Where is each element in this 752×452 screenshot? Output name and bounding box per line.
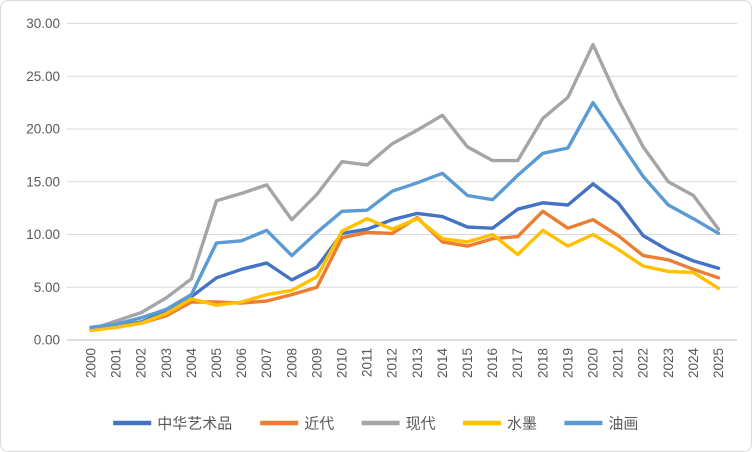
- x-axis-tick-label: 2018: [535, 348, 550, 378]
- y-axis-tick-label: 10.00: [26, 227, 60, 242]
- x-axis-tick-label: 2024: [686, 348, 701, 379]
- x-axis-tick-label: 2015: [460, 348, 475, 378]
- legend-item-jindai: 近代: [260, 416, 334, 433]
- legend-label-youhua: 油画: [608, 416, 638, 433]
- x-axis-tick-label: 2012: [385, 348, 400, 378]
- legend-item-zhonghua-yishupin: 中华艺术品: [113, 416, 232, 433]
- y-axis-tick-label: 5.00: [34, 280, 60, 295]
- y-axis-tick-label: 25.00: [26, 69, 60, 84]
- x-axis-tick-label: 2019: [560, 348, 575, 378]
- x-axis-tick-label: 2016: [485, 348, 500, 378]
- x-axis-tick-label: 2011: [360, 348, 375, 377]
- series-line-jindai: [89, 209, 721, 332]
- series-line-shuimo: [89, 216, 721, 333]
- y-axis-tick-label: 15.00: [26, 174, 60, 189]
- x-axis-tick-label: 2017: [510, 348, 525, 378]
- x-axis-tick-label: 2008: [284, 348, 299, 378]
- y-axis-tick-label: 0.00: [34, 333, 60, 348]
- legend-item-xiandai: 现代: [361, 416, 436, 433]
- legend-label-xiandai: 现代: [406, 416, 436, 433]
- x-axis-tick-label: 2002: [134, 348, 149, 378]
- x-axis-tick-label: 2013: [410, 348, 425, 378]
- legend-item-shuimo: 水墨: [463, 416, 537, 433]
- legend-label-jindai: 近代: [304, 416, 334, 433]
- x-axis-tick-label: 2009: [309, 348, 324, 378]
- series-line-xiandai: [89, 42, 721, 332]
- legend-label-shuimo: 水墨: [507, 416, 537, 433]
- x-axis-tick-label: 2007: [259, 348, 274, 378]
- x-axis-tick-label: 2001: [109, 348, 124, 378]
- x-axis-tick-label: 2000: [84, 348, 99, 378]
- legend-label-zhonghua-yishupin: 中华艺术品: [157, 416, 232, 433]
- x-axis-tick-label: 2021: [611, 348, 626, 378]
- x-axis-tick-label: 2004: [184, 348, 199, 379]
- x-axis-tick-label: 2003: [159, 348, 174, 378]
- y-axis-tick-label: 30.00: [26, 16, 60, 31]
- legend-item-youhua: 油画: [564, 416, 638, 433]
- x-axis-tick-label: 2023: [661, 348, 676, 378]
- x-axis-tick-label: 2022: [636, 348, 651, 378]
- x-axis-tick-label: 2010: [335, 348, 350, 378]
- x-axis-tick-label: 2020: [586, 348, 601, 378]
- series-line-zhonghua-yishupin: [89, 182, 721, 332]
- x-axis-tick-label: 2006: [234, 348, 249, 378]
- x-axis-tick-label: 2014: [435, 348, 450, 379]
- y-axis-tick-label: 20.00: [26, 122, 60, 137]
- series-line-youhua: [89, 100, 721, 329]
- x-axis-tick-label: 2025: [711, 348, 726, 378]
- x-axis-tick-label: 2005: [209, 348, 224, 378]
